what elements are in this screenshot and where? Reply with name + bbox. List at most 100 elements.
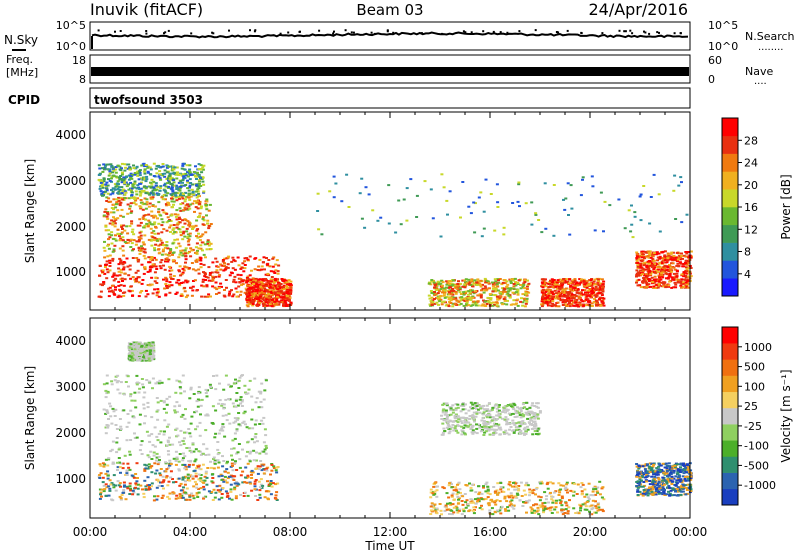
power-cell [648,252,651,255]
velocity-cell [167,423,171,426]
power-cell [283,299,287,302]
power-cell [147,261,151,264]
velocity-cell [111,407,115,410]
velocity-cell [274,469,278,472]
velocity-cell [155,486,159,489]
velocity-cell [275,471,279,474]
velocity-cell [172,457,176,460]
power-cell [677,278,680,281]
power-cell [689,267,693,269]
power-cell [137,236,141,239]
velocity-cell [177,477,181,480]
power-cell [657,280,661,283]
velocity-cell [244,455,248,458]
velocity-cell [123,484,126,487]
power-cell [151,292,155,295]
power-cell [264,305,267,308]
power-cell [186,187,190,190]
velocity-cell [137,483,140,486]
power-cell [176,238,179,241]
power-cell [272,256,276,259]
power-cell [167,285,171,288]
power-cell [645,281,649,284]
velocity-cell [165,475,169,478]
power-cell [143,224,147,227]
power-cell [111,171,115,174]
velocity-cell [114,484,118,487]
power-cell [167,203,171,206]
power-cell [158,265,162,268]
power-cell [115,201,119,204]
power-cell [143,178,147,181]
power-cell [153,271,157,274]
power-cell [136,184,140,187]
power-cell [679,258,682,261]
velocity-cell [109,415,113,418]
power-cell [638,284,642,287]
velocity-cell [231,458,234,461]
power-cell [660,274,663,277]
power-cell [562,278,566,280]
nsky-point [618,29,621,32]
power-cell [521,304,525,307]
velocity-cell [238,398,242,401]
velocity-cell [145,349,149,352]
power-cell [126,167,130,170]
power-cell [157,175,161,178]
power-cell [265,282,269,285]
velocity-cell [134,341,138,344]
power-cell [202,253,206,256]
power-cell [415,216,419,218]
power-cell [190,188,194,191]
power-cell [232,280,236,283]
velocity-cell [211,473,215,476]
power-cell [268,265,272,268]
power-cell [284,296,288,299]
power-cell [409,178,413,181]
velocity-cell [194,475,198,478]
velocity-cell [150,482,154,485]
power-ytick-3000: 3000 [55,174,86,188]
power-cell [164,194,168,197]
velocity-cell [174,497,178,500]
power-cell [423,180,427,183]
power-cell [234,287,238,290]
velocity-cell [266,480,269,483]
power-cell [194,269,198,272]
velocity-cell [129,395,132,398]
power-cell [494,290,498,293]
power-cell [107,229,111,232]
power-cell [481,287,485,290]
power-cell [557,294,561,297]
power-cell [130,177,134,180]
power-cell [643,274,647,277]
power-cell [277,289,281,292]
power-cell [239,293,242,296]
power-cell [181,173,185,176]
power-cell [427,282,431,285]
velocity-cell [174,391,178,394]
power-cell [656,268,660,271]
velocity-cell [133,432,136,435]
velocity-cell [160,485,164,487]
power-cell [639,193,643,196]
power-cell [438,283,441,286]
velocity-cell [246,392,250,395]
power-cell [204,204,208,206]
velocity-cell [146,488,150,491]
power-cell [635,255,639,258]
power-cell [99,190,103,193]
power-cell [179,209,183,212]
power-cell [145,178,149,181]
power-cell [209,248,213,250]
velocity-cell [233,437,237,440]
power-cell [573,279,577,282]
power-cell [134,167,138,170]
power-cell [438,300,442,303]
velocity-cell [191,443,195,446]
power-cell [680,221,684,224]
power-cell [551,293,555,296]
velocity-cell [254,468,258,470]
power-cell [479,191,483,194]
power-cell [635,257,639,259]
